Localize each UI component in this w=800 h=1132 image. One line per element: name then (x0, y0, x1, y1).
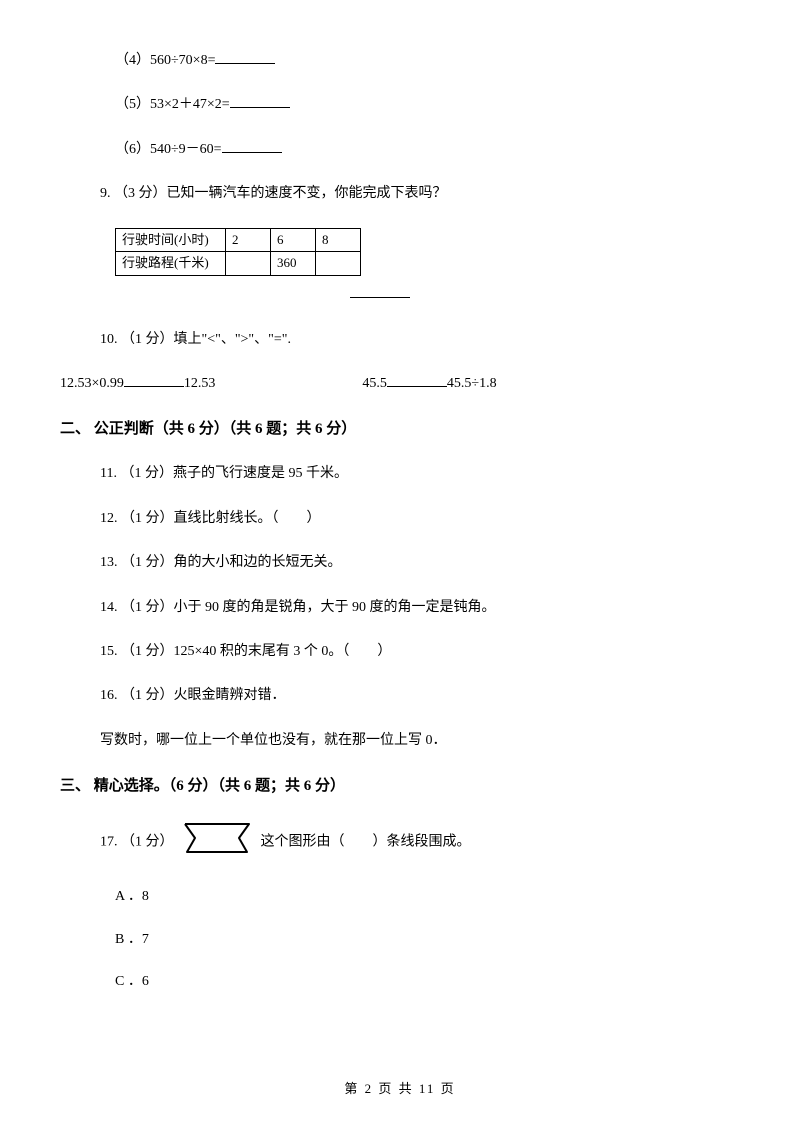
section2-title: 二、 公正判断（共 6 分）（共 6 题；共 6 分） (60, 417, 740, 441)
page-footer: 第 2 页 共 11 页 (0, 1079, 800, 1100)
q10-blank1[interactable] (124, 373, 184, 387)
q9-r2-v1[interactable] (226, 252, 271, 276)
q9-r1-v1: 2 (226, 228, 271, 252)
q10-compare: 12.53×0.99 12.53 45.5 45.5÷1.8 (60, 373, 740, 395)
q10-blank2[interactable] (387, 373, 447, 387)
q8-sub6: （6）540÷9－60= (115, 139, 740, 161)
q9-r2-v3[interactable] (316, 252, 361, 276)
q8-sub6-text: （6）540÷9－60= (115, 142, 222, 157)
q9-r1-v2: 6 (271, 228, 316, 252)
q17: 17. （1 分） 这个图形由（ ）条线段围成。 (100, 820, 740, 864)
trapezoid-shape-icon (181, 820, 253, 864)
q17-optA[interactable]: A ．8 (115, 886, 740, 908)
q9-r2-label: 行驶路程(千米) (116, 252, 226, 276)
q8-sub4-blank[interactable] (215, 50, 275, 64)
q10-prompt: 10. （1 分）填上"<"、">"、"=". (100, 329, 740, 351)
q11: 11. （1 分）燕子的飞行速度是 95 千米。 (100, 463, 740, 485)
q12: 12. （1 分）直线比射线长。（ ） (100, 508, 740, 530)
q10-left-a: 12.53×0.99 (60, 376, 124, 391)
q17-optC[interactable]: C ．6 (115, 971, 740, 993)
q9-r2-v2: 360 (271, 252, 316, 276)
table-row: 行驶时间(小时) 2 6 8 (116, 228, 361, 252)
q9-extra-blank[interactable] (350, 284, 740, 306)
table-row: 行驶路程(千米) 360 (116, 252, 361, 276)
q10-right-b: 45.5÷1.8 (447, 376, 497, 391)
q10-left-b: 12.53 (184, 376, 216, 391)
q8-sub5: （5）53×2＋47×2= (115, 94, 740, 116)
q9-r1-label: 行驶时间(小时) (116, 228, 226, 252)
q8-sub4-text: （4）560÷70×8= (115, 53, 215, 68)
q17-optB[interactable]: B ．7 (115, 929, 740, 951)
q9-r1-v3: 8 (316, 228, 361, 252)
q10-right-a: 45.5 (362, 376, 387, 391)
q16-line1: 16. （1 分）火眼金睛辨对错． (100, 685, 740, 707)
q8-sub6-blank[interactable] (222, 139, 282, 153)
q8-sub4: （4）560÷70×8= (115, 50, 740, 72)
q8-sub5-blank[interactable] (230, 94, 290, 108)
section3-title: 三、 精心选择。（6 分）（共 6 题；共 6 分） (60, 774, 740, 798)
q9-table: 行驶时间(小时) 2 6 8 行驶路程(千米) 360 (115, 228, 740, 277)
q14: 14. （1 分）小于 90 度的角是锐角，大于 90 度的角一定是钝角。 (100, 597, 740, 619)
q17-post: 这个图形由（ ）条线段围成。 (261, 834, 471, 849)
q8-sub5-text: （5）53×2＋47×2= (115, 97, 230, 112)
q15: 15. （1 分）125×40 积的末尾有 3 个 0。（ ） (100, 641, 740, 663)
q9-prompt: 9. （3 分）已知一辆汽车的速度不变，你能完成下表吗？ (100, 183, 740, 205)
q16-line2: 写数时，哪一位上一个单位也没有，就在那一位上写 0． (100, 730, 740, 752)
q17-pre: 17. （1 分） (100, 834, 174, 849)
q13: 13. （1 分）角的大小和边的长短无关。 (100, 552, 740, 574)
